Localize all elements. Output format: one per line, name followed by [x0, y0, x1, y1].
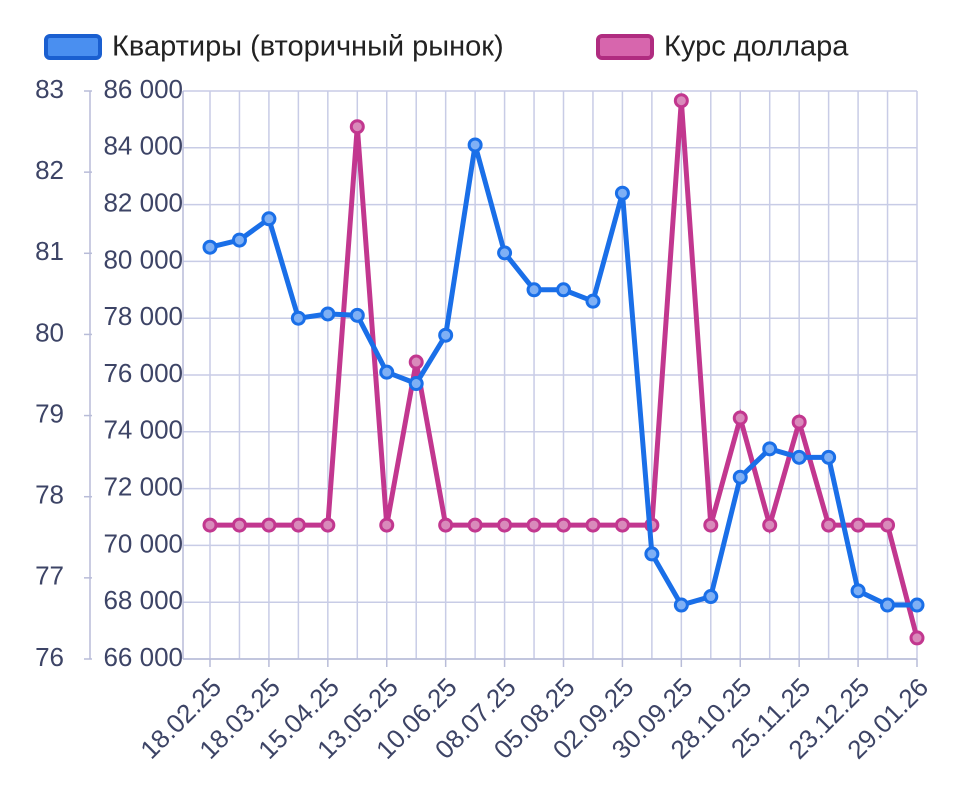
point: [644, 546, 660, 562]
point: [909, 597, 925, 613]
y-tick-label: 68 000: [103, 585, 183, 615]
point: [231, 517, 247, 533]
y2-tick-label: 82: [35, 155, 64, 185]
y-tick-label: 72 000: [103, 471, 183, 501]
point: [614, 185, 630, 201]
y2-tick-label: 79: [35, 398, 64, 428]
point: [732, 469, 748, 485]
point: [585, 517, 601, 533]
point: [349, 307, 365, 323]
y-tick-label: 82 000: [103, 187, 183, 217]
y-tick-label: 76 000: [103, 358, 183, 388]
point: [290, 517, 306, 533]
point: [526, 517, 542, 533]
point: [202, 517, 218, 533]
y-tick-label: 78 000: [103, 301, 183, 331]
point: [673, 93, 689, 109]
point: [349, 119, 365, 135]
y-tick-label: 70 000: [103, 528, 183, 558]
point: [556, 517, 571, 533]
point: [703, 517, 719, 533]
y2-tick-label: 77: [35, 561, 64, 591]
legend-swatch: [596, 34, 654, 60]
legend-label: Квартиры (вторичный рынок): [112, 31, 504, 63]
point: [467, 137, 483, 153]
y-tick-label: 80 000: [103, 244, 183, 274]
point: [497, 517, 513, 533]
point: [526, 282, 542, 298]
point: [821, 517, 837, 533]
point: [850, 583, 866, 599]
y-tick-label: 74 000: [103, 415, 183, 445]
point: [202, 239, 218, 255]
point: [320, 517, 336, 533]
point: [673, 597, 689, 613]
point: [821, 449, 837, 465]
point: [909, 630, 925, 646]
point: [467, 517, 483, 533]
point: [556, 282, 571, 298]
point: [408, 376, 424, 392]
point: [497, 245, 513, 261]
point: [438, 327, 454, 343]
y2-tick-label: 83: [35, 74, 64, 104]
point: [261, 211, 277, 227]
y2-tick-label: 76: [35, 642, 64, 672]
point: [290, 310, 306, 326]
point: [231, 232, 247, 248]
point: [732, 410, 748, 426]
point: [880, 597, 896, 613]
point: [379, 364, 395, 380]
point: [379, 517, 395, 533]
y2-tick-label: 81: [35, 236, 64, 266]
point: [585, 293, 601, 309]
point: [762, 517, 778, 533]
point: [880, 517, 896, 533]
point: [261, 517, 277, 533]
y-tick-label: 86 000: [103, 74, 183, 104]
legend-swatch: [44, 34, 102, 60]
y2-tick-label: 78: [35, 480, 64, 510]
y-tick-label: 66 000: [103, 642, 183, 672]
point: [762, 441, 778, 457]
point: [614, 517, 630, 533]
y-tick-label: 84 000: [103, 131, 183, 161]
point: [703, 589, 719, 605]
point: [850, 517, 866, 533]
point: [791, 449, 807, 465]
y2-tick-label: 80: [35, 317, 64, 347]
point: [791, 414, 807, 430]
point: [438, 517, 454, 533]
point: [320, 306, 336, 322]
point: [408, 354, 424, 370]
legend-label: Курс доллара: [664, 31, 849, 63]
